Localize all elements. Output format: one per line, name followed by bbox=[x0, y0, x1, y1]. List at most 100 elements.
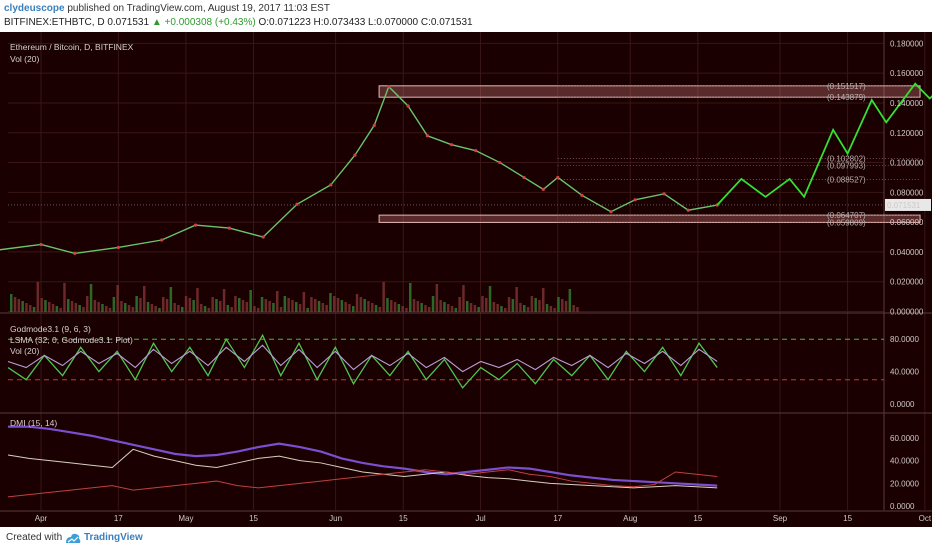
volume-bar bbox=[557, 297, 560, 312]
volume-bar bbox=[10, 294, 13, 312]
volume-bar bbox=[70, 301, 74, 312]
volume-bar bbox=[538, 300, 541, 312]
volume-bar bbox=[367, 301, 370, 312]
volume-bar bbox=[17, 299, 21, 312]
volume-bar bbox=[329, 293, 332, 312]
price-point bbox=[541, 187, 545, 191]
volume-bar bbox=[443, 302, 446, 312]
volume-bars bbox=[10, 282, 579, 312]
volume-bar bbox=[59, 308, 62, 312]
price-axis-tick: 0.080000 bbox=[890, 188, 924, 197]
volume-bar bbox=[507, 297, 511, 312]
volume-bar bbox=[306, 308, 309, 312]
volume-bar bbox=[196, 288, 199, 312]
volume-bar bbox=[154, 306, 157, 312]
volume-bar bbox=[36, 282, 40, 312]
chart-area[interactable]: (0.151517) (0.143879) (0.102802) (0.097993)… bbox=[0, 32, 932, 527]
price-point bbox=[387, 84, 391, 89]
godmode-oscillator: 80.0000 40.0000 0.0000 bbox=[7, 333, 919, 409]
time-axis-tick: 17 bbox=[553, 514, 562, 523]
volume-bar bbox=[405, 308, 408, 312]
volume-bar bbox=[146, 302, 150, 312]
volume-bar bbox=[173, 303, 176, 312]
chart-svg[interactable]: (0.151517) (0.143879) (0.102802)(0.097993)… bbox=[0, 32, 932, 527]
volume-bar bbox=[268, 301, 271, 312]
projection-line bbox=[716, 82, 932, 206]
volume-bar bbox=[545, 304, 549, 312]
volume-bar bbox=[424, 305, 427, 312]
volume-bar bbox=[44, 300, 47, 312]
volume-bar bbox=[260, 297, 264, 312]
volume-bar bbox=[420, 303, 423, 312]
volume-bar bbox=[401, 306, 404, 312]
volume-bar bbox=[295, 302, 298, 312]
volume-bar bbox=[230, 307, 233, 312]
volume-bar bbox=[93, 300, 97, 312]
author-link[interactable]: clydeuscope bbox=[4, 3, 65, 14]
volume-bar bbox=[257, 308, 260, 312]
volume-bar bbox=[215, 299, 218, 312]
volume-bar bbox=[348, 304, 351, 312]
volume-bar bbox=[352, 306, 355, 312]
volume-bar bbox=[534, 298, 537, 312]
godmode-tick: 80.0000 bbox=[890, 335, 919, 344]
volume-bar bbox=[310, 297, 313, 312]
lsma-line bbox=[7, 344, 718, 373]
volume-bar bbox=[207, 308, 211, 312]
volume-bar bbox=[89, 284, 93, 312]
volume-bar bbox=[500, 306, 503, 312]
volume-bar bbox=[439, 300, 442, 312]
symbol-line: BITFINEX:ETHBTC, D 0.071531 ▲ +0.000308 … bbox=[4, 17, 473, 28]
time-axis-tick: Oct bbox=[919, 514, 932, 523]
tradingview-logo-icon bbox=[66, 533, 81, 543]
ohlc-values: O:0.071223 H:0.073433 L:0.070000 C:0.071… bbox=[258, 17, 473, 28]
volume-bar bbox=[393, 302, 397, 312]
last-price: 0.071531 bbox=[107, 17, 150, 28]
volume-bar bbox=[371, 303, 374, 312]
time-axis-tick: Sep bbox=[773, 514, 788, 523]
price-point bbox=[116, 245, 120, 250]
time-axis-tick: 15 bbox=[249, 514, 258, 523]
volume-bar bbox=[428, 307, 431, 312]
plus-di-line bbox=[7, 448, 718, 489]
dmi-indicator: 60.0000 40.0000 20.0000 0.0000 bbox=[7, 425, 919, 511]
godmode-tick: 40.0000 bbox=[890, 368, 919, 377]
level-label: (0.059809) bbox=[827, 218, 866, 227]
volume-bar bbox=[363, 299, 366, 312]
volume-bar bbox=[561, 299, 564, 312]
volume-bar bbox=[485, 298, 488, 312]
godmode-label: Godmode3.1 (9, 6, 3) bbox=[10, 324, 91, 334]
price-point bbox=[556, 175, 560, 180]
volume-bar bbox=[150, 304, 154, 312]
volume-bar bbox=[241, 300, 245, 312]
volume-bar bbox=[504, 308, 507, 312]
publish-header: clydeuscope published on TradingView.com… bbox=[0, 0, 932, 32]
volume-bar bbox=[390, 300, 393, 312]
volume-bar bbox=[519, 303, 522, 312]
volume-bar bbox=[25, 303, 28, 312]
price-point bbox=[449, 143, 454, 147]
time-axis-tick: 17 bbox=[114, 514, 123, 523]
price-axis-tick: 0.040000 bbox=[890, 248, 924, 257]
price-point bbox=[193, 223, 198, 227]
volume-bar bbox=[496, 304, 499, 312]
volume-bar bbox=[340, 300, 344, 312]
volume-bar bbox=[553, 308, 556, 312]
dmi-tick: 40.0000 bbox=[890, 457, 919, 466]
price-point bbox=[261, 235, 265, 239]
chart-title: Ethereum / Bitcoin, D, BITFINEX bbox=[10, 42, 134, 52]
time-axis-tick: 15 bbox=[399, 514, 408, 523]
volume-bar bbox=[13, 297, 17, 312]
tradingview-brand[interactable]: TradingView bbox=[84, 532, 143, 543]
volume-bar bbox=[97, 302, 100, 312]
time-axis-tick: Jun bbox=[329, 514, 342, 523]
price-point bbox=[609, 210, 613, 214]
price-point bbox=[425, 134, 429, 138]
price-point bbox=[329, 183, 333, 187]
volume-bar bbox=[63, 283, 66, 312]
current-price-tag bbox=[885, 198, 931, 211]
volume-bar bbox=[55, 306, 59, 312]
volume-bar bbox=[298, 304, 302, 312]
volume-bar bbox=[200, 304, 203, 312]
volume-bar bbox=[462, 285, 465, 312]
